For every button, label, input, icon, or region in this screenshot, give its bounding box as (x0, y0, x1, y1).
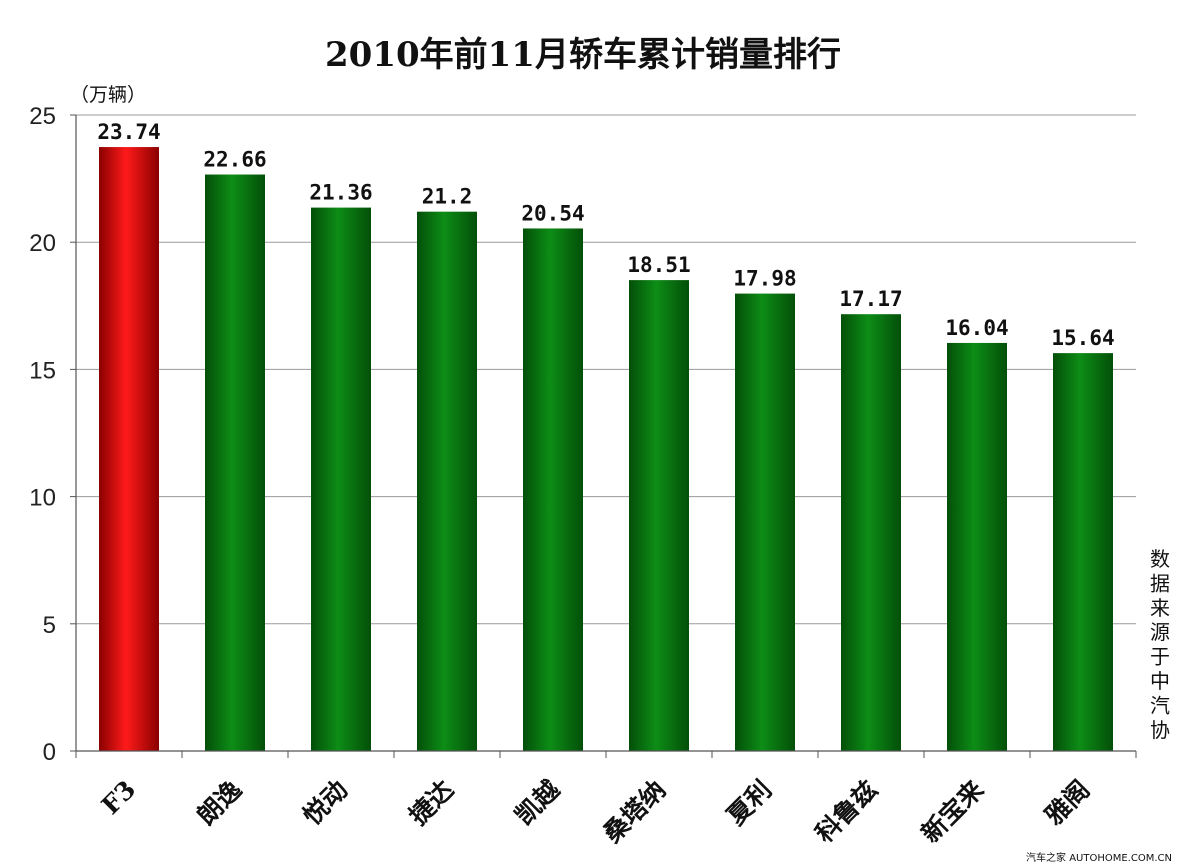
bars (99, 147, 1113, 752)
bar-5 (629, 280, 689, 751)
x-tick-label: 夏利 (721, 775, 777, 831)
y-tick-label: 10 (29, 485, 56, 512)
data-label: 16.04 (945, 316, 1008, 340)
data-label: 20.54 (521, 201, 584, 225)
bar-1 (205, 174, 265, 751)
data-label: 17.98 (733, 267, 796, 291)
y-tick-label: 15 (29, 357, 56, 384)
x-tick-label: 桑塔纳 (598, 775, 672, 849)
data-label: 23.74 (97, 120, 160, 144)
watermark: 汽车之家 AUTOHOME.COM.CN (1026, 851, 1172, 864)
y-tick-label: 0 (43, 739, 56, 766)
bar-2 (311, 207, 371, 752)
data-label: 15.64 (1051, 326, 1114, 350)
y-tick-label: 5 (43, 612, 56, 639)
bar-8 (947, 342, 1007, 751)
data-label: 17.17 (839, 287, 902, 311)
bar-4 (523, 228, 583, 751)
chart-title: 2010年前11月轿车累计销量排行 (325, 35, 841, 75)
x-tick-label: 雅阁 (1039, 775, 1095, 831)
x-tick-label: F3 (96, 775, 141, 820)
x-tick-label: 朗逸 (191, 775, 247, 831)
data-label: 22.66 (203, 148, 266, 172)
bar-3 (417, 211, 477, 751)
data-label: 21.2 (422, 185, 473, 209)
x-tick-label: 科鲁兹 (810, 775, 884, 849)
bar-9 (1053, 353, 1113, 751)
y-tick-label: 20 (29, 230, 56, 257)
x-tick-label: 凯越 (509, 774, 566, 831)
bar-0 (99, 147, 159, 752)
bar-7 (841, 314, 901, 751)
x-tick-label: 捷达 (403, 775, 459, 831)
source-note: 数据来源于中汽协 (1150, 547, 1170, 742)
x-axis-ticks: F3 朗逸 悦动 捷达 凯越 桑塔纳 夏利 科鲁兹 新宝来 雅阁 (75, 751, 1137, 849)
y-axis-unit-label: （万辆） (70, 84, 146, 106)
axes (75, 115, 1136, 752)
y-tick-label: 25 (29, 103, 56, 130)
data-label: 21.36 (309, 181, 372, 205)
bar-6 (735, 293, 795, 751)
data-labels: 23.74 22.66 21.36 21.2 20.54 18.51 17.98 17.17 1… (97, 120, 1114, 350)
x-tick-label: 悦动 (297, 775, 353, 831)
x-tick-label: 新宝来 (916, 774, 990, 848)
data-label: 18.51 (627, 253, 690, 277)
y-axis-ticks: 0 5 10 15 20 25 (29, 103, 76, 766)
